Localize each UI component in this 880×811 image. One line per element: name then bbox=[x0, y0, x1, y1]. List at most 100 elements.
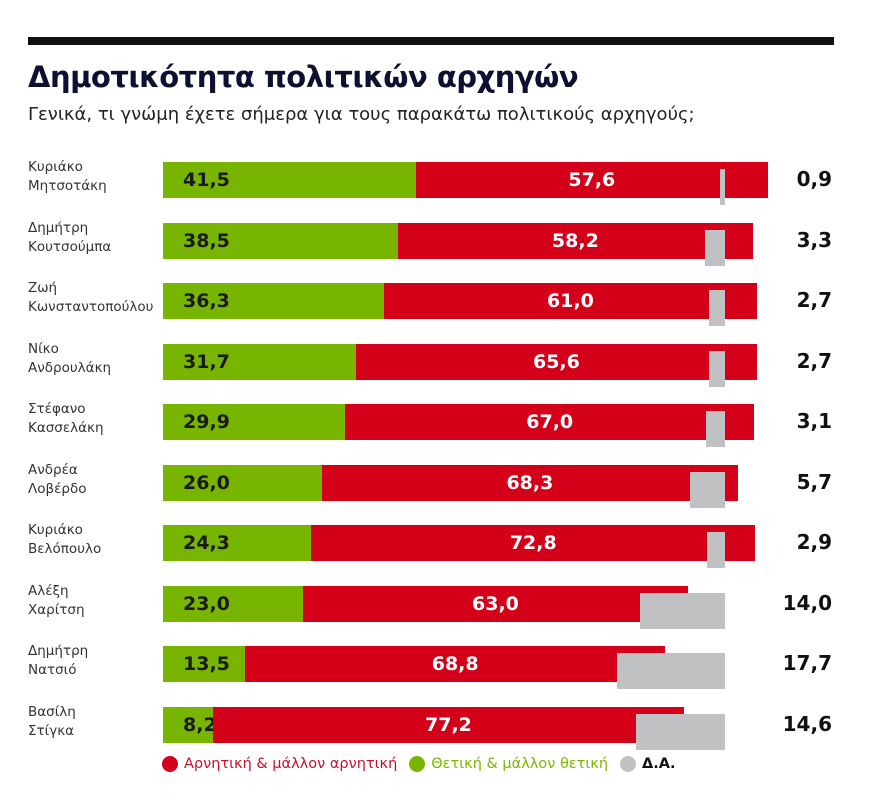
bar-segment-positive: 24,3 bbox=[163, 525, 312, 561]
stacked-bar: 29,9 67,0 bbox=[163, 404, 773, 447]
bar-row: Στέφανο Κασσελάκη 29,9 67,0 3,1 bbox=[0, 401, 880, 447]
bar-segment-positive: 38,5 bbox=[163, 222, 398, 259]
stacked-bar: 38,5 58,2 bbox=[163, 222, 773, 266]
bar-row: Νίκο Ανδρουλάκη 31,7 65,6 2,7 bbox=[0, 340, 880, 387]
bar-segment-negative: 63,0 bbox=[303, 585, 688, 622]
legend-label: Θετική & μάλλον θετική bbox=[431, 756, 609, 772]
bar-segment-dk bbox=[617, 653, 725, 689]
category-label: Αλέξη Χαρίτση bbox=[28, 582, 85, 618]
bar-row: Δημήτρη Νατσιό 13,5 68,8 17,7 bbox=[0, 643, 880, 689]
bar-segment-positive: 26,0 bbox=[163, 464, 322, 501]
legend-swatch bbox=[162, 756, 178, 772]
legend: Αρνητική & μάλλον αρνητική Θετική & μάλλο… bbox=[162, 756, 688, 772]
data-label: 8,2 bbox=[183, 713, 217, 736]
bar-segment-positive: 23,0 bbox=[163, 585, 304, 622]
stacked-bar: 36,3 61,0 bbox=[163, 283, 773, 326]
dk-data-label: 2,7 bbox=[796, 348, 832, 373]
bar-row: Δημήτρη Κουτσούμπα 38,5 58,2 3,3 bbox=[0, 219, 880, 266]
legend-label: Αρνητική & μάλλον αρνητική bbox=[184, 756, 398, 772]
category-label: Νίκο Ανδρουλάκη bbox=[28, 340, 112, 376]
data-label: 41,5 bbox=[183, 169, 230, 191]
data-label: 68,8 bbox=[431, 653, 479, 675]
data-label: 58,2 bbox=[551, 229, 599, 252]
data-label: 63,0 bbox=[472, 592, 519, 615]
legend-swatch bbox=[620, 756, 637, 772]
bar-row: Κυριάκο Μητσοτάκη 41,5 57,6 0,9 bbox=[0, 159, 880, 205]
bar-segment-positive: 13,5 bbox=[163, 646, 246, 682]
bar-segment-dk bbox=[690, 471, 725, 508]
data-label: 36,3 bbox=[183, 290, 230, 312]
data-label: 13,5 bbox=[183, 653, 230, 675]
data-label: 57,6 bbox=[568, 169, 616, 191]
data-label: 29,9 bbox=[183, 411, 230, 433]
bar-segment-negative: 67,0 bbox=[345, 404, 755, 440]
data-label: 67,0 bbox=[526, 411, 574, 433]
dk-data-label: 14,6 bbox=[782, 711, 832, 736]
bar-segment-positive: 41,5 bbox=[163, 162, 417, 198]
data-label: 65,6 bbox=[532, 350, 580, 373]
bar-segment-dk bbox=[708, 290, 725, 326]
chart-subtitle: Γενικά, τι γνώμη έχετε σήμερα για τους π… bbox=[28, 104, 695, 125]
bar-segment-negative: 77,2 bbox=[213, 706, 684, 743]
dk-data-label: 3,1 bbox=[796, 409, 832, 433]
bar-segment-negative: 57,6 bbox=[416, 162, 768, 198]
legend-item: Θετική & μάλλον θετική bbox=[409, 756, 608, 772]
bar-segment-dk bbox=[706, 411, 725, 447]
stacked-bar: 13,5 68,8 bbox=[163, 646, 773, 689]
bar-segment-dk bbox=[639, 592, 725, 629]
data-label: 61,0 bbox=[547, 290, 594, 312]
data-label: 23,0 bbox=[183, 592, 230, 615]
category-label: Κυριάκο Βελόπουλο bbox=[28, 522, 102, 557]
stacked-bar: 41,5 57,6 bbox=[163, 162, 773, 205]
category-label: Δημήτρη Κουτσούμπα bbox=[28, 219, 112, 255]
bar-segment-dk bbox=[704, 229, 725, 266]
stacked-bar: 31,7 65,6 bbox=[163, 343, 773, 387]
category-label: Ανδρέα Λοβέρδο bbox=[28, 461, 87, 497]
dk-data-label: 14,0 bbox=[782, 590, 832, 615]
legend-item: Αρνητική & μάλλον αρνητική bbox=[162, 756, 397, 772]
bar-row: Ζωή Κωνσταντοπούλου 36,3 61,0 2,7 bbox=[0, 280, 880, 326]
dk-data-label: 3,3 bbox=[796, 227, 832, 252]
bar-segment-dk bbox=[635, 713, 725, 750]
category-label: Κυριάκο Μητσοτάκη bbox=[28, 159, 107, 194]
chart-title: Δημοτικότητα πολιτικών αρχηγών bbox=[28, 60, 579, 94]
bar-row: Αλέξη Χαρίτση 23,0 63,0 14,0 bbox=[0, 582, 880, 629]
data-label: 31,7 bbox=[183, 350, 230, 373]
bar-segment-negative: 61,0 bbox=[384, 283, 757, 319]
legend-swatch bbox=[409, 756, 426, 772]
bar-row: Κυριάκο Βελόπουλο 24,3 72,8 2,9 bbox=[0, 522, 880, 568]
bar-row: Ανδρέα Λοβέρδο 26,0 68,3 5,7 bbox=[0, 461, 880, 508]
legend-label: Δ.Α. bbox=[642, 756, 676, 772]
category-label: Βασίλη Στίγκα bbox=[28, 703, 76, 739]
data-label: 24,3 bbox=[183, 532, 230, 554]
bar-segment-negative: 58,2 bbox=[397, 222, 753, 259]
category-label: Ζωή Κωνσταντοπούλου bbox=[28, 280, 154, 315]
bar-segment-positive: 8,2 bbox=[163, 706, 217, 743]
bar-segment-dk bbox=[719, 169, 725, 205]
top-rule bbox=[28, 37, 834, 45]
bar-segment-negative: 68,3 bbox=[321, 464, 739, 501]
category-label: Δημήτρη Νατσιό bbox=[28, 643, 89, 678]
bar-row: Βασίλη Στίγκα 8,2 77,2 14,6 bbox=[0, 703, 880, 750]
dk-data-label: 5,7 bbox=[796, 469, 832, 494]
data-label: 68,3 bbox=[506, 471, 554, 494]
bar-segment-positive: 31,7 bbox=[163, 343, 357, 380]
dk-data-label: 0,9 bbox=[796, 167, 832, 191]
bar-segment-positive: 29,9 bbox=[163, 404, 346, 440]
data-label: 38,5 bbox=[183, 229, 230, 252]
bar-segment-positive: 36,3 bbox=[163, 283, 385, 319]
data-label: 26,0 bbox=[183, 471, 230, 494]
dk-data-label: 2,9 bbox=[796, 530, 832, 554]
bar-segment-dk bbox=[708, 350, 725, 387]
dk-data-label: 2,7 bbox=[796, 288, 832, 312]
data-label: 72,8 bbox=[509, 532, 557, 554]
stacked-bar: 24,3 72,8 bbox=[163, 525, 773, 568]
bar-segment-dk bbox=[707, 532, 725, 568]
category-label: Στέφανο Κασσελάκη bbox=[28, 401, 104, 436]
dk-data-label: 17,7 bbox=[782, 651, 832, 675]
bar-segment-negative: 72,8 bbox=[311, 525, 756, 561]
bar-segment-negative: 68,8 bbox=[245, 646, 666, 682]
stacked-bar: 23,0 63,0 bbox=[163, 585, 773, 629]
bar-segment-negative: 65,6 bbox=[356, 343, 757, 380]
stacked-bar: 8,2 77,2 bbox=[163, 706, 773, 750]
